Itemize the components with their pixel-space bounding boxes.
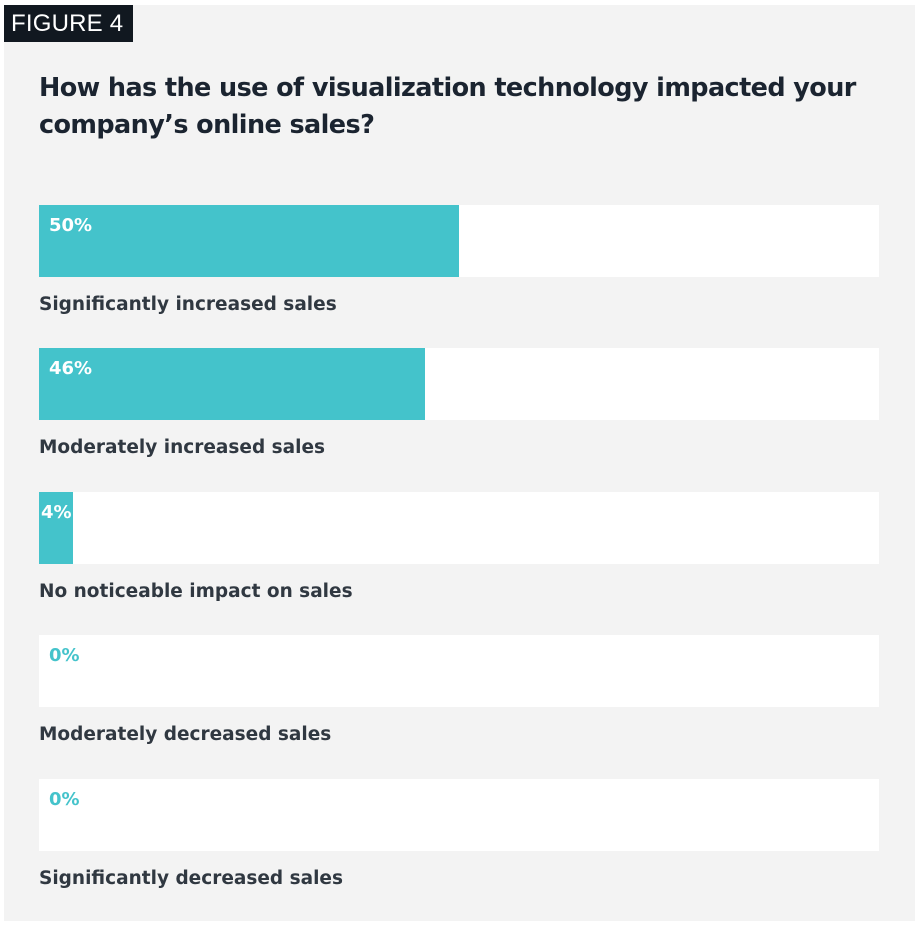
chart-title: How has the use of visualization technol… (39, 73, 856, 140)
bar-chart: 50% Significantly increased sales 46% Moder… (39, 205, 879, 922)
category-label: Moderately increased sales (39, 437, 326, 459)
bar-track: 0% (39, 778, 879, 851)
bar-track: 0% (39, 635, 879, 708)
bar-track: 46% (39, 348, 879, 421)
category-label: Significantly increased sales (39, 294, 337, 315)
bar-row: 0% Moderately decreased sales (39, 635, 879, 778)
figure-tag: FIGURE 4 (4, 5, 134, 42)
bar-row: 4% No noticeable impact on sales (39, 491, 879, 635)
bar-track: 50% (39, 205, 879, 277)
category-label: No noticeable impact on sales (39, 580, 353, 602)
bar-row: 46% Moderately increased sales (39, 348, 879, 491)
bar-value-label: 46% (49, 358, 93, 380)
bar-value-label: 0% (49, 788, 80, 810)
bar-value-label: 0% (49, 645, 80, 667)
bar-track: 4% (39, 491, 879, 564)
figure-panel (4, 5, 915, 921)
category-label: Significantly decreased sales (39, 867, 343, 889)
bar-row: 0% Significantly decreased sales (39, 778, 879, 922)
bar-row: 50% Significantly increased sales (39, 205, 879, 348)
bar-value-label: 50% (49, 215, 93, 236)
category-label: Moderately decreased sales (39, 724, 332, 746)
bar (39, 348, 425, 421)
bar (39, 205, 459, 277)
bar-value-label: 4% (41, 501, 72, 523)
bar (39, 491, 73, 564)
